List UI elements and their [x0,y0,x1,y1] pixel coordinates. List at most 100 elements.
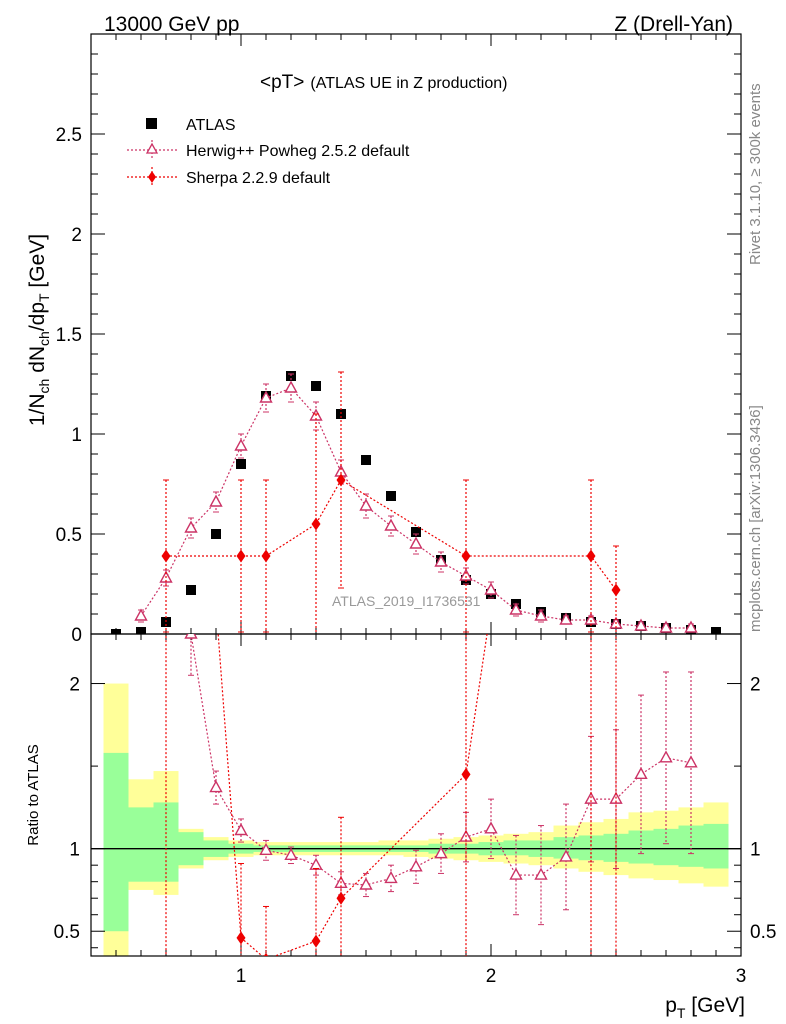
herwig-ratio-point [359,877,373,890]
sherpa-main-point [311,517,321,531]
ratio-ytick-label: 0.5 [54,922,80,943]
main-ytick-label: 2.5 [56,125,82,146]
sherpa-main-point [336,473,346,487]
sherpa-ratio-series [165,281,621,956]
sherpa-main-point [236,549,246,563]
ratio-ytick-label: 1 [69,840,80,861]
legend-sherpa-label: Sherpa 2.2.9 default [186,170,331,187]
band-inner [578,835,604,861]
herwig-main-point [384,518,398,531]
ratio-ytick-label-right: 1 [750,840,761,861]
main-ylabel: 1/Nch dNch/dpT [GeV] [26,234,52,426]
plot-title-main: <pT> [260,72,304,93]
band-inner [553,837,579,859]
legend-sherpa-marker [148,171,156,183]
header-right: Z (Drell-Yan) [614,13,733,36]
atlas-point [211,529,221,539]
herwig-ratio-point [384,870,398,884]
atlas-point [361,455,371,465]
sherpa-ratio-point [612,281,621,294]
herwig-main-point [184,520,198,533]
herwig-main-point [684,620,698,633]
herwig-main-point [484,582,498,595]
main-ytick-label: 2 [71,225,82,246]
band-inner [128,807,154,882]
legend-atlas-label: ATLAS [186,117,236,134]
sherpa-main-point [461,549,471,563]
herwig-ratio-point [209,780,223,793]
legend-herwig-label: Herwig++ Powheg 2.5.2 default [186,143,410,160]
herwig-main-series [134,373,698,633]
herwig-ratio-point [259,842,273,856]
herwig-main-point [359,498,373,511]
herwig-main-point [234,438,248,451]
plot-title-sub: (ATLAS UE in Z production) [310,75,507,92]
atlas-point [136,627,146,634]
rivet-label: Rivet 3.1.10, ≥ 300k events [747,83,764,265]
herwig-ratio-point [534,867,548,880]
ratio-ylabel: Ratio to ATLAS [25,744,42,845]
herwig-ratio-point [284,847,298,860]
watermark: ATLAS_2019_I1736531 [332,593,481,609]
herwig-ratio-point [434,846,448,859]
sherpa-ratio-point [311,934,321,948]
sherpa-main-point [586,549,596,563]
sherpa-main-point [161,549,171,563]
sherpa-main-line [166,479,617,591]
atlas-point [711,627,721,634]
herwig-main-point [559,612,573,625]
x-tick-label: 1 [236,966,247,987]
ratio-ytick-label-right: 2 [750,675,761,696]
sherpa-ratio-point [336,891,346,905]
herwig-ratio-point [234,823,248,836]
herwig-ratio-point [509,867,523,880]
atlas-point [186,585,196,595]
legend-herwig-marker [145,142,159,154]
atlas-point [236,459,246,469]
atlas-point [386,491,396,501]
sherpa-ratio-point [263,952,269,956]
herwig-main-point [659,620,673,633]
sherpa-main-series [161,371,621,634]
mcplots-label: mcplots.cern.ch [arXiv:1306.3436] [747,405,764,632]
atlas-point [411,527,421,537]
sherpa-ratio-point [461,767,471,781]
header-left: 13000 GeV pp [104,13,239,36]
x-axis-label: pT [GeV] [665,994,745,1021]
herwig-main-point [134,608,148,621]
herwig-main-point [534,608,548,621]
legend-atlas-marker [146,118,157,129]
band-inner [103,752,129,932]
herwig-main-point [434,554,448,567]
sherpa-ratio-point [236,931,246,945]
band-inner [653,828,679,866]
atlas-point [111,629,121,634]
main-ytick-label: 1.5 [56,325,82,346]
herwig-main-point [409,536,423,549]
herwig-main-point [209,494,223,507]
herwig-ratio-point [634,766,648,780]
x-tick-label: 2 [486,966,497,987]
herwig-ratio-line [190,634,692,886]
legend: ATLAS Herwig++ Powheg 2.5.2 default Sher… [127,117,410,187]
atlas-point [311,381,321,391]
x-tick-label: 3 [736,966,747,987]
herwig-ratio-point [184,634,198,639]
main-ytick-label: 0.5 [56,525,82,546]
herwig-ratio-point [409,859,423,872]
band-inner [703,823,729,869]
sherpa-main-point [261,549,271,563]
ratio-ytick-label-right: 0.5 [750,922,776,943]
sherpa-main-point [611,583,621,597]
herwig-ratio-point [484,821,498,834]
herwig-ratio-point [659,750,673,763]
herwig-main-point [509,602,523,615]
ratio-ytick-label: 2 [69,675,80,696]
herwig-main-point [634,618,648,631]
sherpa-ratio-line [217,634,488,956]
main-panel: 0 0.5 1 1.5 2 2.5 [56,33,742,646]
herwig-main-point [284,380,298,393]
main-ytick-label: 0 [71,625,82,646]
herwig-ratio-point [684,755,698,768]
